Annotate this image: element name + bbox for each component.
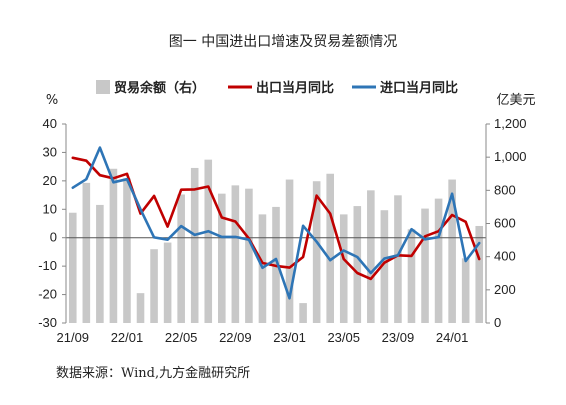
left-tick-label: 30 xyxy=(43,144,57,159)
trade-balance-bar xyxy=(407,229,416,323)
right-tick-label: 200 xyxy=(494,282,516,297)
right-tick-label: 400 xyxy=(494,249,516,264)
trade-balance-bar xyxy=(190,167,199,323)
trade-balance-bar xyxy=(285,179,294,323)
trade-balance-bar xyxy=(448,179,456,323)
x-tick-label: 23/09 xyxy=(382,330,415,345)
trade-balance-bar xyxy=(380,210,389,323)
source-note: 数据来源：Wind,九方金融研究所 xyxy=(56,366,251,381)
trade-balance-bar xyxy=(163,242,172,323)
x-tick-label: 22/05 xyxy=(165,330,198,345)
trade-balance-bar xyxy=(136,293,145,323)
import-yoy-line xyxy=(71,146,481,300)
left-tick-label: 40 xyxy=(43,116,57,131)
legend-label-import: 进口当月同比 xyxy=(380,80,458,96)
right-tick-label: 600 xyxy=(494,216,516,231)
trade-balance-bar xyxy=(339,214,348,323)
trade-balance-bar xyxy=(68,212,77,323)
trade-balance-bar xyxy=(245,188,253,323)
trade-balance-bar xyxy=(475,225,484,323)
legend-swatch-trade-balance xyxy=(96,80,110,94)
left-tick-label: 0 xyxy=(50,230,57,245)
left-tick-label: -30 xyxy=(38,315,57,330)
trade-balance-bar xyxy=(109,168,118,323)
x-tick-label: 23/05 xyxy=(327,330,360,345)
x-tick-label: 23/01 xyxy=(273,330,306,345)
left-tick-label: -10 xyxy=(38,258,57,273)
export-yoy-line xyxy=(71,156,481,281)
legend-label-export: 出口当月同比 xyxy=(256,80,334,96)
trade-balance-bar xyxy=(150,249,158,323)
trade-balance-bar xyxy=(312,181,321,323)
trade-balance-bar xyxy=(434,198,443,323)
right-unit-label: 亿美元 xyxy=(496,93,535,108)
trade-balance-bar xyxy=(218,193,226,323)
trade-balance-bar xyxy=(461,258,470,323)
right-tick-label: 0 xyxy=(494,315,501,330)
right-tick-label: 1,000 xyxy=(494,149,527,164)
trade-balance-bar xyxy=(394,195,402,323)
trade-balance-bar xyxy=(326,173,334,323)
trade-balance-bar xyxy=(367,190,375,323)
left-tick-label: -20 xyxy=(38,287,57,302)
trade-balance-bar xyxy=(96,204,104,323)
trade-balance-bar xyxy=(421,208,429,323)
trade-balance-bar xyxy=(123,178,131,323)
trade-balance-bar xyxy=(177,194,185,323)
left-tick-label: 20 xyxy=(43,173,57,188)
trade-balance-bar xyxy=(299,303,307,323)
trade-balance-bar xyxy=(353,206,362,323)
x-tick-label: 24/01 xyxy=(436,330,469,345)
right-tick-label: 800 xyxy=(494,182,516,197)
chart-title: 图一 中国进出口增速及贸易差额情况 xyxy=(168,34,398,50)
x-tick-label: 22/09 xyxy=(219,330,252,345)
x-tick-label: 22/01 xyxy=(111,330,144,345)
x-tick-label: 21/09 xyxy=(57,330,90,345)
left-tick-label: 10 xyxy=(43,201,57,216)
right-tick-label: 1,200 xyxy=(494,116,527,131)
trade-balance-bar xyxy=(231,185,240,323)
trade-balance-bar xyxy=(82,182,91,323)
legend-label-trade-balance: 贸易余额（右） xyxy=(114,80,205,96)
trade-balance-bar xyxy=(204,159,213,323)
left-unit-label: % xyxy=(46,93,58,108)
